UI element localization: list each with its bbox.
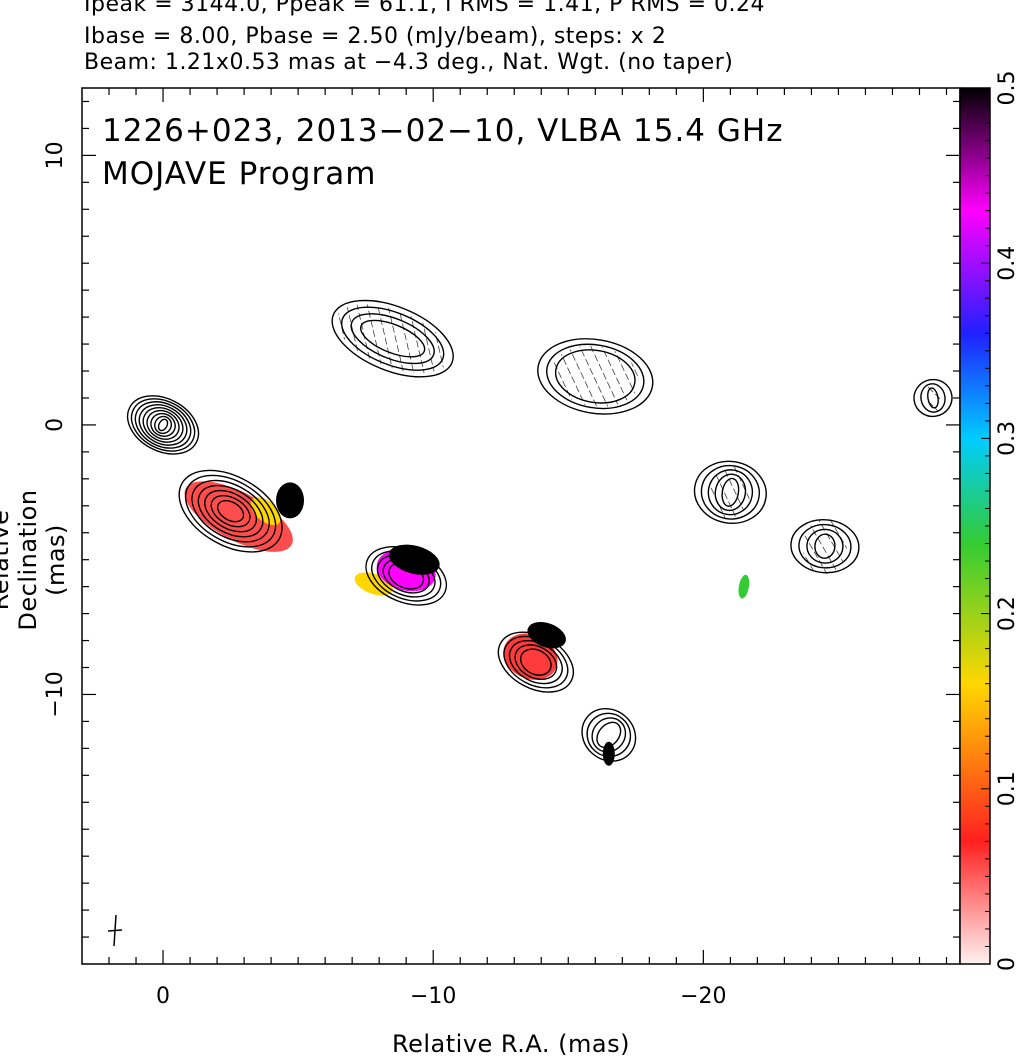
contour-core — [150, 412, 176, 437]
colorbar-tick-label: 0.2 — [995, 596, 1020, 631]
contour-far-west — [920, 383, 946, 413]
contour-core — [130, 398, 196, 452]
contour-western-knot-1 — [700, 464, 760, 520]
contour-core — [154, 415, 173, 435]
contour-knot-b — [503, 635, 569, 689]
contour-knot-a — [382, 558, 430, 594]
y-tick-label: −10 — [43, 671, 68, 717]
x-ticks: 0 −10 −20 — [108, 88, 948, 1009]
contour-northern-feature-1 — [331, 299, 454, 378]
colorbar-tick-label: 0.4 — [995, 246, 1020, 281]
hatch-western-1 — [710, 466, 751, 519]
contour-inner-jet — [204, 489, 258, 533]
hatch-northern-2 — [551, 345, 639, 407]
contour-knot-b — [519, 648, 552, 676]
contour-knot-a — [371, 550, 442, 602]
contour-core — [146, 409, 180, 440]
map-layer — [126, 299, 953, 766]
contour-far-west — [913, 378, 953, 418]
evpa-hatch-layer — [336, 304, 941, 575]
beam-marker — [107, 914, 123, 947]
contour-knot-a — [365, 546, 448, 606]
contour-inner-jet — [216, 499, 245, 523]
colorbar-tick-label: 0.3 — [995, 421, 1020, 456]
contour-inner-jet — [197, 484, 264, 538]
pol-inner-jet-rim — [276, 482, 305, 519]
hatch-far-west — [925, 384, 941, 412]
contour-inner-jet — [184, 474, 277, 548]
contour-core — [138, 404, 188, 446]
contour-knot-c — [596, 721, 622, 749]
y-axis-label: Relative Declination (mas) — [0, 489, 70, 631]
x-tick-label: −20 — [680, 984, 726, 1009]
contour-northern-feature-2 — [546, 343, 645, 410]
contour-knot-b — [497, 631, 574, 693]
colorbar-tick-label: 0.5 — [995, 71, 1020, 106]
header-line-peaks: Ipeak = 3144.0, Ppeak = 61.1, I RMS = 1.… — [84, 0, 765, 17]
x-axis-label: Relative R.A. (mas) — [392, 1030, 630, 1058]
x-tick-label: 0 — [156, 984, 170, 1009]
contour-knot-b — [514, 644, 558, 681]
colorbar-ticks: 0 0.1 0.2 0.3 0.4 0.5 — [981, 71, 1020, 971]
colorbar-tick-label: 0.1 — [995, 771, 1020, 806]
contour-inner-jet — [178, 469, 283, 553]
contour-inner-jet — [191, 479, 270, 543]
hatch-northern-1 — [336, 304, 450, 374]
contour-western-knot-1 — [693, 460, 767, 524]
contour-core — [157, 418, 169, 432]
contour-knot-a — [388, 562, 425, 590]
contour-inner-jet — [210, 494, 251, 528]
contour-knot-b — [508, 639, 563, 685]
contour-core — [126, 395, 200, 455]
contour-knot-a — [376, 554, 436, 598]
hatch-western-2 — [802, 518, 847, 575]
contour-core — [142, 406, 184, 443]
contour-northern-feature-2 — [537, 338, 654, 415]
colorbar-tick-label: 0 — [995, 957, 1020, 971]
header-line-base: Ibase = 8.00, Pbase = 2.50 (mJy/beam), s… — [84, 24, 667, 49]
pol-western — [738, 574, 750, 599]
y-tick-label: 10 — [43, 141, 68, 169]
x-tick-label: −10 — [410, 984, 456, 1009]
y-ticks: 10 0 −10 — [43, 100, 960, 938]
contour-core — [134, 401, 192, 449]
contour-knot-c — [591, 717, 627, 753]
contour-knot-c — [581, 708, 637, 762]
plot-title: 1226+023, 2013−02−10, VLBA 15.4 GHz — [102, 113, 783, 149]
header-line-beam: Beam: 1.21x0.53 mas at −4.3 deg., Nat. W… — [84, 50, 734, 75]
y-tick-label: 0 — [43, 418, 68, 432]
contour-knot-c — [586, 712, 632, 758]
plot-subtitle: MOJAVE Program — [102, 156, 376, 192]
